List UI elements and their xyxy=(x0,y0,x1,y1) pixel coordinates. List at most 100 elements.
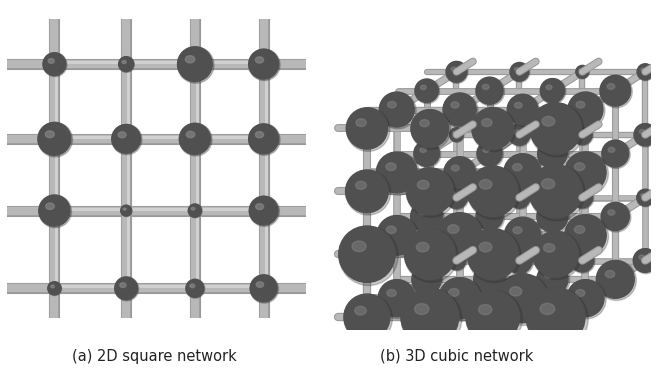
Circle shape xyxy=(38,122,71,155)
Circle shape xyxy=(466,290,520,344)
Ellipse shape xyxy=(45,131,55,138)
Circle shape xyxy=(637,64,653,80)
Circle shape xyxy=(537,201,568,232)
Circle shape xyxy=(509,187,531,209)
Circle shape xyxy=(346,108,388,149)
Ellipse shape xyxy=(577,130,582,134)
Circle shape xyxy=(472,108,516,152)
Circle shape xyxy=(415,79,438,102)
Circle shape xyxy=(507,248,533,275)
Ellipse shape xyxy=(419,272,426,278)
Ellipse shape xyxy=(386,163,396,171)
Circle shape xyxy=(600,75,632,108)
Ellipse shape xyxy=(420,85,426,90)
Ellipse shape xyxy=(453,132,457,134)
Ellipse shape xyxy=(482,210,489,215)
Circle shape xyxy=(186,279,205,298)
Ellipse shape xyxy=(447,225,459,233)
Circle shape xyxy=(411,201,444,234)
Circle shape xyxy=(439,278,480,319)
Circle shape xyxy=(444,157,477,190)
Circle shape xyxy=(505,217,541,254)
Ellipse shape xyxy=(579,69,582,71)
Circle shape xyxy=(121,205,131,216)
Circle shape xyxy=(572,188,594,209)
Circle shape xyxy=(445,187,467,209)
Circle shape xyxy=(537,264,570,297)
Circle shape xyxy=(567,280,604,317)
Ellipse shape xyxy=(641,194,645,197)
Circle shape xyxy=(466,291,522,347)
Circle shape xyxy=(507,94,538,125)
Circle shape xyxy=(189,204,202,217)
Ellipse shape xyxy=(514,193,519,196)
Circle shape xyxy=(405,229,458,282)
Circle shape xyxy=(378,280,415,317)
Ellipse shape xyxy=(510,287,522,296)
Ellipse shape xyxy=(352,241,366,252)
Circle shape xyxy=(526,288,585,346)
Circle shape xyxy=(474,264,505,295)
Ellipse shape xyxy=(481,272,489,278)
Circle shape xyxy=(472,108,514,149)
Ellipse shape xyxy=(608,210,615,215)
Circle shape xyxy=(411,110,449,147)
Circle shape xyxy=(476,77,503,104)
Ellipse shape xyxy=(48,58,55,63)
Circle shape xyxy=(509,187,530,208)
Ellipse shape xyxy=(639,255,645,260)
Ellipse shape xyxy=(418,209,426,215)
Ellipse shape xyxy=(451,192,456,196)
Circle shape xyxy=(537,264,568,295)
Ellipse shape xyxy=(482,118,492,126)
Ellipse shape xyxy=(191,207,195,210)
Circle shape xyxy=(177,47,214,83)
Circle shape xyxy=(411,201,443,232)
Circle shape xyxy=(633,249,657,272)
Ellipse shape xyxy=(577,193,582,196)
Ellipse shape xyxy=(386,226,396,234)
Circle shape xyxy=(530,103,581,154)
Circle shape xyxy=(344,294,392,343)
Circle shape xyxy=(378,280,417,319)
Circle shape xyxy=(571,249,595,273)
Circle shape xyxy=(476,77,505,106)
Circle shape xyxy=(406,168,453,215)
Circle shape xyxy=(447,251,466,270)
Circle shape xyxy=(477,141,502,166)
Ellipse shape xyxy=(451,256,456,259)
Ellipse shape xyxy=(546,85,552,90)
Circle shape xyxy=(439,278,483,321)
Ellipse shape xyxy=(415,303,429,315)
Circle shape xyxy=(541,79,566,104)
Circle shape xyxy=(48,282,61,295)
Ellipse shape xyxy=(388,101,396,108)
Circle shape xyxy=(250,275,279,303)
Circle shape xyxy=(112,124,141,153)
Circle shape xyxy=(468,166,518,216)
Circle shape xyxy=(437,213,482,258)
Circle shape xyxy=(339,226,398,285)
Circle shape xyxy=(601,202,629,231)
Circle shape xyxy=(115,277,137,300)
Ellipse shape xyxy=(543,243,555,252)
Text: (a) 2D square network: (a) 2D square network xyxy=(72,349,237,364)
Circle shape xyxy=(401,288,462,349)
Ellipse shape xyxy=(541,179,555,189)
Circle shape xyxy=(39,195,70,226)
Ellipse shape xyxy=(608,147,615,152)
Circle shape xyxy=(476,203,505,231)
Ellipse shape xyxy=(544,272,552,278)
Circle shape xyxy=(376,152,419,195)
Ellipse shape xyxy=(122,60,126,64)
Circle shape xyxy=(510,63,529,81)
Circle shape xyxy=(564,214,606,256)
Circle shape xyxy=(600,75,631,106)
Circle shape xyxy=(446,62,467,82)
Ellipse shape xyxy=(356,119,367,127)
Ellipse shape xyxy=(451,67,456,71)
Circle shape xyxy=(602,140,630,168)
Circle shape xyxy=(602,140,629,167)
Ellipse shape xyxy=(607,84,615,89)
Circle shape xyxy=(407,168,456,217)
